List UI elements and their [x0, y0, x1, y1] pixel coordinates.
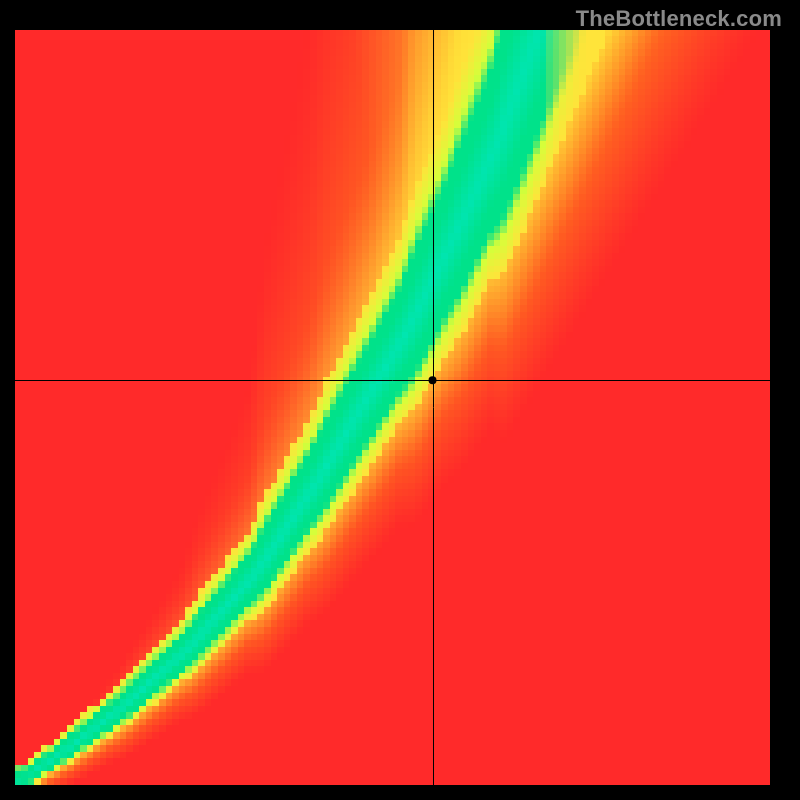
heatmap-canvas	[15, 30, 770, 785]
watermark-label: TheBottleneck.com	[576, 6, 782, 32]
chart-container: TheBottleneck.com	[0, 0, 800, 800]
